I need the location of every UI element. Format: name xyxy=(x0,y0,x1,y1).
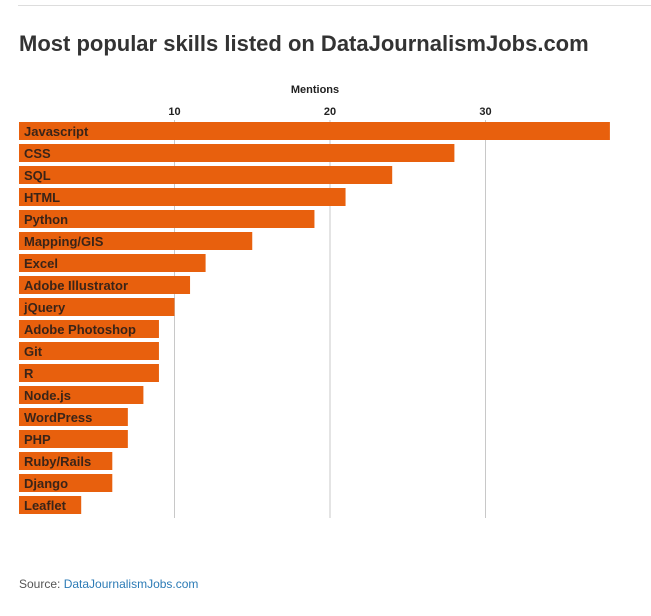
bar xyxy=(19,496,82,514)
bar xyxy=(19,474,113,492)
bar xyxy=(19,320,159,338)
bar-label: Leaflet xyxy=(24,498,67,513)
bar xyxy=(19,144,455,162)
bar-label: PHP xyxy=(24,432,51,447)
bar-label: Adobe Photoshop xyxy=(24,322,136,337)
bar-labels: Javascript CSS SQL HTML Python Mapping/GIS Exc… xyxy=(23,124,136,513)
bar xyxy=(19,254,206,272)
x-tick-label: 20 xyxy=(324,106,336,118)
source-note: Source: DataJournalismJobs.com xyxy=(19,577,198,591)
bar-label: Mapping/GIS xyxy=(24,234,104,249)
gridlines xyxy=(174,120,486,518)
bar-label: Django xyxy=(24,476,68,491)
bar xyxy=(19,166,393,184)
bar xyxy=(19,210,315,228)
bar xyxy=(19,386,144,404)
bar xyxy=(19,122,610,140)
bar xyxy=(19,232,253,250)
chart-title: Most popular skills listed on DataJourna… xyxy=(19,31,589,56)
x-tick-label: 30 xyxy=(479,106,491,118)
bar xyxy=(19,430,128,448)
bar-label: Node.js xyxy=(24,388,71,403)
bar-label: Ruby/Rails xyxy=(24,454,91,469)
bar xyxy=(19,342,159,360)
bar-label: CSS xyxy=(24,146,51,161)
bar xyxy=(19,364,159,382)
x-axis: Mentions 10 20 30 xyxy=(168,84,491,118)
source-link[interactable]: DataJournalismJobs.com xyxy=(63,577,199,591)
bar-label: WordPress xyxy=(24,410,92,425)
bars xyxy=(19,122,610,514)
x-tick-label: 10 xyxy=(168,106,180,118)
bar xyxy=(19,298,175,316)
x-axis-title: Mentions xyxy=(291,84,339,96)
bar-label: Javascript xyxy=(24,124,89,139)
bar xyxy=(19,276,191,294)
top-divider xyxy=(18,5,651,6)
bar-label: R xyxy=(24,366,34,381)
bar xyxy=(19,188,346,206)
bar-label: Python xyxy=(24,212,68,227)
bar xyxy=(19,452,113,470)
bar-label: Excel xyxy=(24,256,58,271)
bar-label: SQL xyxy=(24,168,51,183)
bar-label: jQuery xyxy=(23,300,66,315)
bar-label: Git xyxy=(24,344,43,359)
bar-label: HTML xyxy=(24,190,60,205)
bar-chart: Javascript CSS SQL HTML Python Mapping/GIS Exc… xyxy=(19,84,610,518)
bar xyxy=(19,408,128,426)
bar-label: Adobe Illustrator xyxy=(24,278,128,293)
source-label: Source: xyxy=(19,577,64,591)
